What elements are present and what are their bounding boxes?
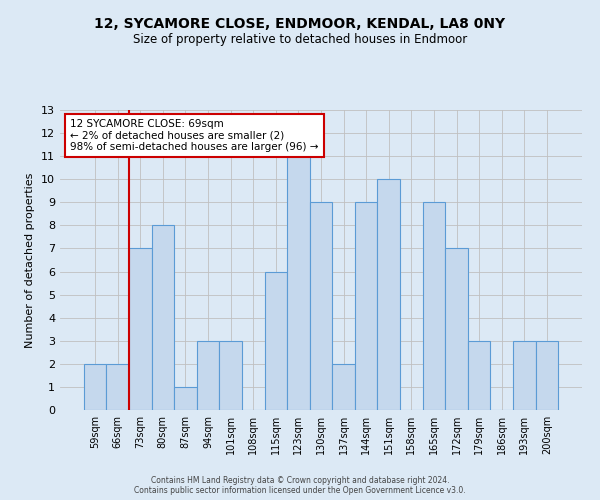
Bar — [445, 248, 468, 410]
Text: 12 SYCAMORE CLOSE: 69sqm
← 2% of detached houses are smaller (2)
98% of semi-det: 12 SYCAMORE CLOSE: 69sqm ← 2% of detache… — [70, 119, 319, 152]
Bar — [468, 341, 490, 410]
Bar — [174, 387, 197, 410]
Text: Contains public sector information licensed under the Open Government Licence v3: Contains public sector information licen… — [134, 486, 466, 495]
Bar — [355, 202, 377, 410]
Bar — [310, 202, 332, 410]
Bar — [377, 179, 400, 410]
Bar — [129, 248, 152, 410]
Bar — [84, 364, 106, 410]
Text: 12, SYCAMORE CLOSE, ENDMOOR, KENDAL, LA8 0NY: 12, SYCAMORE CLOSE, ENDMOOR, KENDAL, LA8… — [94, 18, 506, 32]
Y-axis label: Number of detached properties: Number of detached properties — [25, 172, 35, 348]
Bar — [220, 341, 242, 410]
Bar — [152, 226, 174, 410]
Text: Contains HM Land Registry data © Crown copyright and database right 2024.: Contains HM Land Registry data © Crown c… — [151, 476, 449, 485]
Bar — [197, 341, 220, 410]
Bar — [422, 202, 445, 410]
Bar — [513, 341, 536, 410]
Bar — [265, 272, 287, 410]
Bar — [332, 364, 355, 410]
Bar — [106, 364, 129, 410]
Bar — [287, 156, 310, 410]
Text: Size of property relative to detached houses in Endmoor: Size of property relative to detached ho… — [133, 32, 467, 46]
Bar — [536, 341, 558, 410]
